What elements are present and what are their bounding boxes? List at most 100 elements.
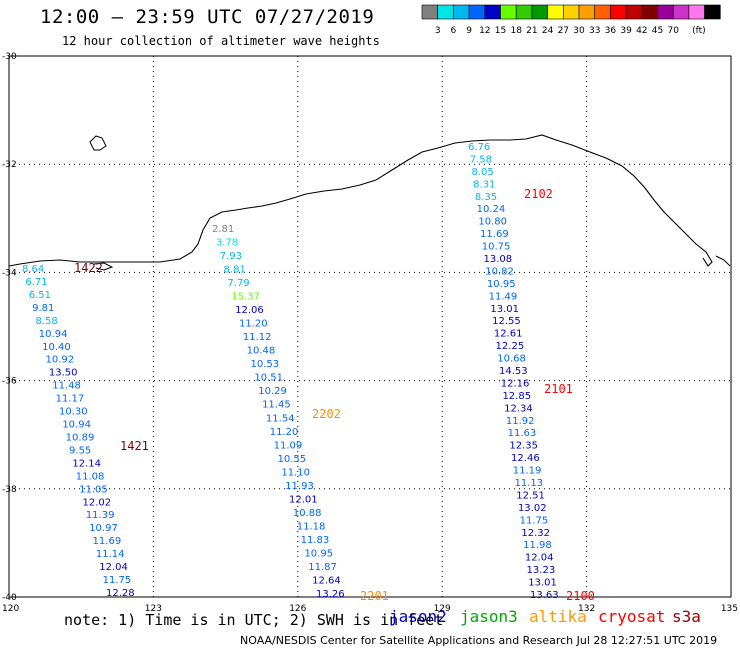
wave-height-label: 6.76 [468, 142, 490, 153]
colorbar-label: 9 [466, 26, 472, 36]
axis-ticks: 120 123 126 129 132 135 -30 -32 -34 -36 -38 -40 [2, 52, 738, 614]
x-tick-label: 120 [2, 604, 19, 614]
satellite-jason3: jason3 [460, 607, 518, 626]
wave-height-label: 15.37 [231, 292, 260, 303]
colorbar-swatch [704, 4, 721, 20]
coastline [8, 134, 731, 271]
wave-height-label: 10.89 [66, 432, 95, 443]
coast-east [715, 255, 731, 267]
colorbar-label: 70 [667, 26, 679, 36]
coast-inlet [93, 262, 114, 271]
colorbar-label: 36 [605, 26, 617, 36]
colorbar-label: 42 [636, 26, 647, 36]
wave-height-label: 10.94 [62, 420, 91, 431]
wave-height-label: 12.14 [72, 458, 101, 469]
wave-height-label: 10.80 [478, 217, 507, 228]
wave-height-label: 10.48 [247, 346, 276, 357]
wave-height-label: 12.35 [509, 441, 538, 452]
wave-height-label: 11.20 [239, 319, 268, 330]
wave-height-label: 10.40 [42, 342, 71, 353]
wave-height-label: 13.23 [527, 565, 556, 576]
wave-height-label: 9.81 [32, 303, 54, 314]
wave-height-label: 11.92 [506, 416, 535, 427]
x-tick-label: 126 [289, 604, 306, 614]
wave-height-label: 11.18 [297, 521, 326, 532]
wave-height-label: 2.81 [212, 224, 234, 235]
wave-height-label: 11.49 [489, 291, 518, 302]
wave-height-label: 12.02 [82, 497, 111, 508]
wave-height-label: 10.68 [497, 354, 526, 365]
wave-height-label: 11.75 [520, 515, 549, 526]
wave-height-label: 8.31 [473, 179, 495, 190]
wave-height-label: 12.51 [516, 490, 545, 501]
wave-height-label: 10.88 [293, 508, 322, 519]
altimeter-tracks: 8.64 6.71 6.51 9.81 8.58 10.94 10.40 10.92 13.50… [22, 142, 595, 603]
colorbar-label: 33 [589, 26, 600, 36]
wave-height-label: 13.50 [49, 368, 78, 379]
wave-height-label: 13.01 [490, 304, 519, 315]
wave-height-label: 12.25 [496, 341, 525, 352]
wave-height-label: 10.51 [254, 373, 283, 384]
colorbar-label: 39 [620, 26, 632, 36]
y-tick-label: -34 [2, 268, 17, 278]
wave-height-label: 11.09 [274, 440, 303, 451]
wave-height-label: 13.01 [528, 578, 557, 589]
wave-height-label: 8.81 [224, 265, 246, 276]
wave-height-label: 12.64 [312, 575, 341, 586]
lat-lon-grid [9, 56, 731, 597]
wave-height-label: 10.55 [277, 454, 306, 465]
wave-height-label: 11.45 [262, 400, 291, 411]
y-tick-label: -36 [2, 377, 17, 387]
satellite-jason2: jason2 [389, 607, 447, 626]
colorbar-label: 45 [652, 26, 663, 36]
colorbar-label: 30 [573, 26, 585, 36]
colorbar-unit: (ft) [692, 26, 706, 36]
wave-height-label: 6.51 [29, 290, 51, 301]
y-tick-label: -38 [2, 485, 17, 495]
wave-height-label: 12.04 [99, 562, 128, 573]
wave-height-label: 11.05 [79, 484, 108, 495]
pass-time-label: 2100 [566, 589, 595, 603]
wave-height-label: 11.13 [515, 478, 544, 489]
wave-height-label: 3.78 [216, 238, 238, 249]
satellite-s3a: s3a [672, 607, 701, 626]
wave-height-label: 11.14 [96, 549, 125, 560]
wave-height-label: 12.34 [504, 403, 533, 414]
colorbar-label: 21 [526, 26, 537, 36]
wave-height-label: 11.08 [76, 471, 105, 482]
y-tick-label: -40 [2, 593, 17, 603]
wave-height-label: 10.82 [485, 266, 514, 277]
wave-height-label: 8.05 [471, 167, 493, 178]
wave-height-label: 12.06 [235, 305, 264, 316]
wave-height-label: 11.93 [285, 481, 314, 492]
wave-height-label: 12.46 [511, 453, 540, 464]
wave-height-label: 11.75 [103, 575, 132, 586]
wave-height-label: 10.94 [39, 329, 68, 340]
wave-height-label: 11.48 [52, 381, 81, 392]
wave-height-label: 11.83 [301, 535, 330, 546]
credit-line: NOAA/NESDIS Center for Satellite Applica… [240, 634, 718, 647]
island [89, 135, 107, 151]
wave-height-label: 10.75 [482, 242, 511, 253]
colorbar-label: 24 [542, 26, 554, 36]
colorbar-label: 12 [479, 26, 490, 36]
wave-height-label: 10.95 [487, 279, 516, 290]
color-legend: 3 6 9 12 15 18 21 24 27 30 33 36 39 42 45 70 (ft) [421, 4, 721, 36]
wave-height-label: 11.17 [56, 394, 85, 405]
colorbar-label: 27 [558, 26, 569, 36]
colorbar-label: 6 [451, 26, 457, 36]
wave-height-label: 10.95 [304, 548, 333, 559]
wave-height-label: 10.92 [46, 355, 75, 366]
wave-height-label: 11.54 [266, 413, 295, 424]
wave-height-label: 8.64 [22, 264, 44, 275]
x-tick-label: 135 [721, 604, 738, 614]
wave-height-label: 11.20 [270, 427, 299, 438]
map-subtitle: 12 hour collection of altimeter wave hei… [62, 34, 380, 48]
wave-height-label: 10.24 [477, 204, 506, 215]
wave-height-label: 8.35 [475, 192, 497, 203]
wave-height-label: 11.63 [508, 428, 537, 439]
pass-time-label: 1421 [120, 439, 149, 453]
colorbar-label: 3 [435, 26, 441, 36]
